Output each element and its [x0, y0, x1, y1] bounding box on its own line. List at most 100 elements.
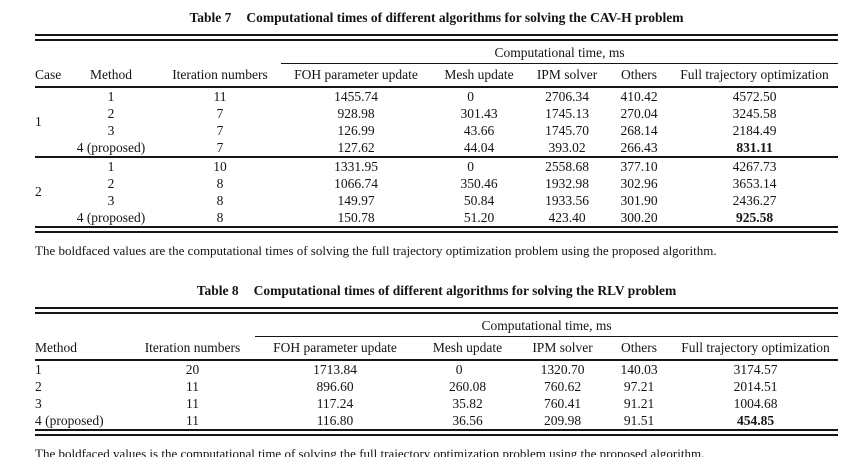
table8-bottom-double-rule — [35, 429, 838, 436]
method-cell: 3 — [107, 122, 115, 138]
table-row: 2 7 928.98 301.43 1745.13 270.04 3245.58 — [35, 105, 838, 122]
time-cell: 0.00 — [467, 88, 474, 104]
table7-title: Table 7 Computational times of different … — [35, 9, 838, 26]
time-cell: 2436.27 — [732, 192, 777, 208]
col-header-foh: FOH parameter update — [281, 63, 431, 88]
iterations-cell: 7 — [216, 139, 224, 155]
time-cell: 2014.51 — [733, 378, 778, 394]
col-header-iterations: Iteration numbers — [130, 336, 255, 361]
column-header-row: Method Iteration numbers FOH parameter u… — [35, 336, 839, 361]
time-cell: 91.51 — [623, 412, 655, 428]
time-cell: 149.97 — [337, 192, 375, 208]
time-cell: 140.03 — [620, 361, 658, 377]
method-cell: 1 — [107, 158, 115, 174]
time-cell: 36.56 — [452, 412, 483, 428]
col-header-case: Case — [35, 63, 63, 88]
span-header-row: Computational time, ms — [35, 41, 839, 64]
table-row: 2 11 896.60 260.08 760.62 97.21 2014.51 — [35, 378, 838, 395]
method-cell: 4 (proposed) — [76, 209, 146, 225]
table-row: 3 7 126.99 43.66 1745.70 268.14 2184.49 — [35, 122, 838, 139]
table7-footnote: The boldfaced values are the computation… — [35, 243, 717, 258]
time-cell: 1004.68 — [733, 395, 778, 411]
table7-header: Computational time, ms Case Method Itera… — [35, 41, 839, 88]
iterations-cell: 8 — [216, 175, 224, 191]
blank-header-cell — [35, 41, 281, 64]
time-cell: 760.62 — [543, 378, 582, 394]
table8-header: Computational time, ms Method Iteration … — [35, 314, 839, 361]
col-header-others: Others — [605, 336, 673, 361]
time-cell: 1933.56 — [545, 192, 589, 208]
table-row: 1 20 1713.84 0.00 1320.70 140.03 3174.57 — [35, 360, 838, 378]
time-cell: 35.82 — [452, 395, 483, 411]
iterations-cell: 7 — [216, 105, 224, 121]
time-cell: 2706.34 — [545, 88, 589, 104]
method-cell: 4 (proposed) — [76, 139, 146, 155]
table8-title: Table 8 Computational times of different … — [35, 282, 838, 299]
computational-time-span-header: Computational time, ms — [255, 314, 839, 337]
time-cell: 126.99 — [337, 122, 375, 138]
time-cell: 2184.49 — [732, 122, 777, 138]
iterations-cell: 11 — [213, 88, 227, 104]
time-cell: 2558.68 — [545, 158, 589, 174]
table8-title-text: Computational times of different algorit… — [253, 283, 677, 298]
table-body-group: 1 20 1713.84 0.00 1320.70 140.03 3174.57 2 11 896… — [35, 360, 838, 429]
time-cell: 4267.73 — [732, 158, 777, 174]
time-cell: 350.46 — [460, 175, 498, 191]
time-cell: 410.42 — [620, 88, 658, 104]
method-cell: 4 (proposed) — [35, 412, 104, 428]
column-header-row: Case Method Iteration numbers FOH parame… — [35, 63, 839, 88]
time-cell: 1455.74 — [334, 88, 378, 104]
time-cell: 925.58 — [735, 209, 774, 225]
time-cell: 393.02 — [548, 139, 586, 155]
time-cell: 1320.70 — [540, 361, 585, 377]
time-cell: 44.04 — [463, 139, 495, 155]
time-cell: 896.60 — [316, 378, 354, 394]
table7: Computational time, ms Case Method Itera… — [35, 41, 839, 226]
time-cell: 116.80 — [316, 412, 354, 428]
col-header-mesh: Mesh update — [431, 63, 527, 88]
time-cell: 260.08 — [448, 378, 487, 394]
col-header-ipm: IPM solver — [520, 336, 605, 361]
table8: Computational time, ms Method Iteration … — [35, 314, 839, 429]
table8-top-double-rule — [35, 307, 838, 314]
time-cell: 4572.50 — [732, 88, 777, 104]
time-cell: 1932.98 — [545, 175, 589, 191]
time-cell: 1745.13 — [545, 105, 589, 121]
table7-top-double-rule — [35, 34, 838, 41]
time-cell: 1066.74 — [334, 175, 378, 191]
time-cell: 928.98 — [337, 105, 375, 121]
table-body-group: 11111455.740.002706.34410.424572.5027928… — [35, 87, 839, 157]
col-header-others: Others — [607, 63, 671, 88]
time-cell: 301.90 — [620, 192, 658, 208]
col-header-method: Method — [63, 63, 159, 88]
iterations-cell: 8 — [216, 192, 224, 208]
time-cell: 454.85 — [736, 412, 775, 428]
col-header-iterations: Iteration numbers — [159, 63, 281, 88]
iterations-cell: 11 — [186, 412, 199, 428]
method-cell: 1 — [35, 361, 42, 377]
col-header-full-trajectory: Full trajectory optimization — [671, 63, 839, 88]
col-header-full-trajectory: Full trajectory optimization — [673, 336, 839, 361]
col-header-mesh: Mesh update — [415, 336, 520, 361]
method-cell: 2 — [107, 175, 115, 191]
table-row: 4 (proposed) 8 150.78 51.20 423.40 300.20 925.… — [35, 209, 838, 226]
col-header-foh: FOH parameter update — [255, 336, 415, 361]
time-cell: 266.43 — [620, 139, 658, 155]
iterations-cell: 8 — [216, 209, 224, 225]
iterations-cell: 11 — [186, 378, 199, 394]
table-row: 4 (proposed) 7 127.62 44.04 393.02 266.43 831.… — [35, 139, 838, 157]
time-cell: 150.78 — [337, 209, 375, 225]
method-cell: 1 — [107, 88, 115, 104]
table8-title-label: Table 8 — [196, 283, 239, 298]
table7-title-text: Computational times of different algorit… — [246, 10, 684, 25]
time-cell: 51.20 — [463, 209, 495, 225]
time-cell: 209.98 — [543, 412, 582, 428]
time-cell: 1713.84 — [313, 361, 357, 377]
time-cell: 91.21 — [623, 395, 655, 411]
time-cell: 43.66 — [463, 122, 495, 138]
time-cell: 270.04 — [620, 105, 658, 121]
table7-title-label: Table 7 — [189, 10, 232, 25]
col-header-method: Method — [35, 336, 130, 361]
iterations-cell: 11 — [186, 395, 199, 411]
